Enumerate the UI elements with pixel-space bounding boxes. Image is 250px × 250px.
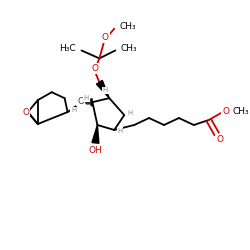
Text: H: H (128, 110, 133, 116)
Polygon shape (96, 80, 109, 98)
Text: CH₃: CH₃ (120, 22, 136, 31)
Polygon shape (92, 125, 99, 143)
Text: H₃C: H₃C (59, 44, 76, 53)
Text: OH: OH (88, 146, 102, 155)
Text: O: O (222, 106, 229, 116)
Text: CH₃: CH₃ (232, 106, 249, 116)
Text: O: O (77, 97, 84, 106)
Text: O: O (216, 136, 223, 144)
Text: CH₃: CH₃ (121, 44, 138, 53)
Text: O: O (102, 33, 109, 42)
Text: H: H (118, 128, 123, 134)
Text: H: H (84, 95, 89, 101)
Text: O: O (22, 108, 29, 116)
Text: H: H (103, 87, 108, 93)
Text: H: H (71, 107, 76, 113)
Text: O: O (92, 64, 99, 73)
